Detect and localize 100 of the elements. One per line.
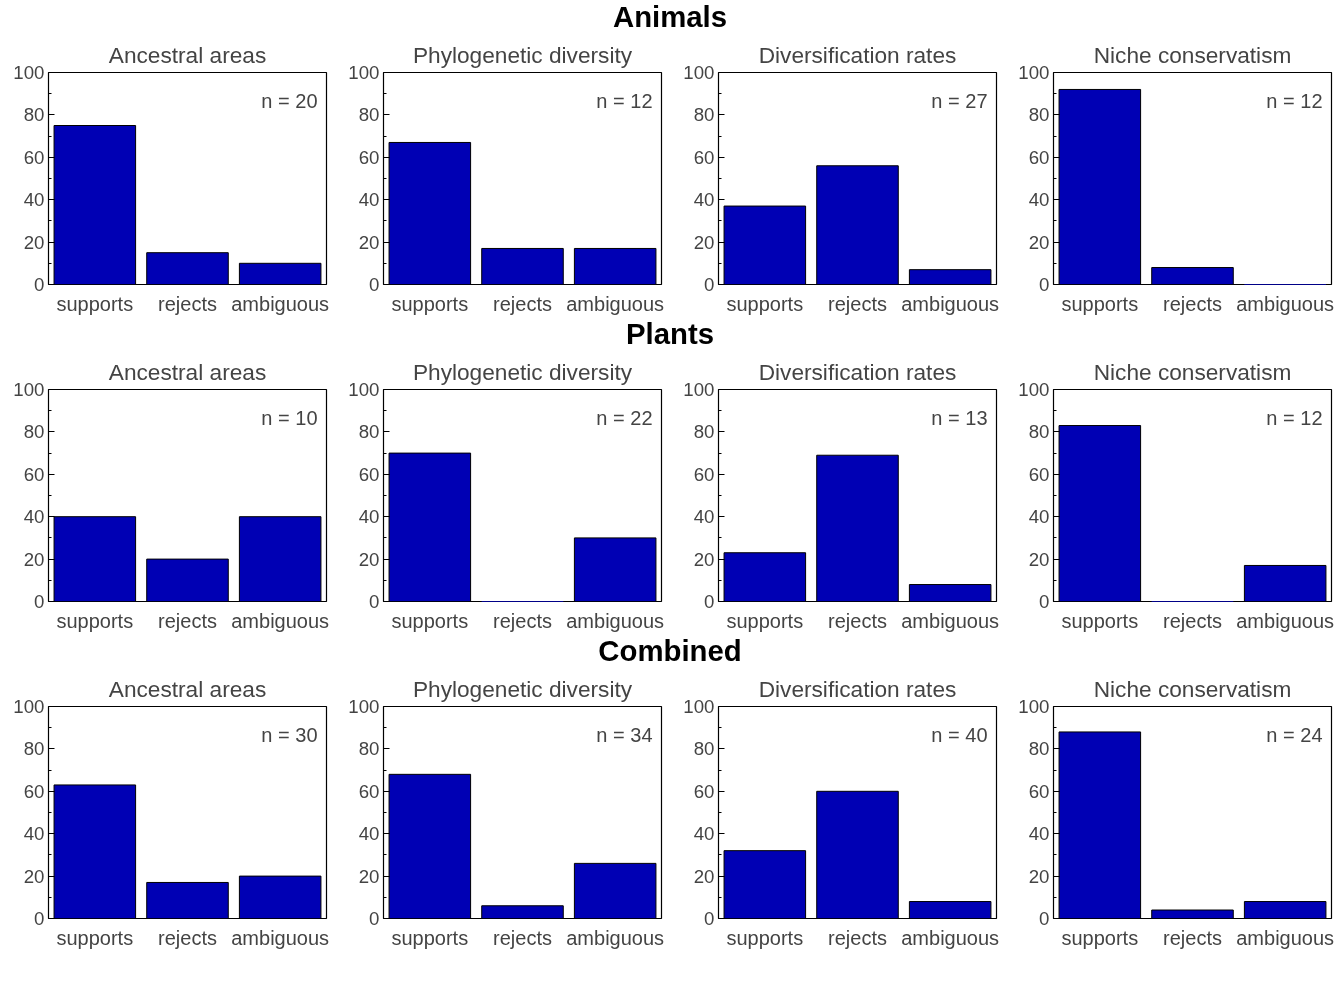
x-tick-label: supports bbox=[391, 292, 469, 315]
x-tick-label: supports bbox=[56, 926, 134, 949]
x-tick-label: ambiguous bbox=[1236, 609, 1335, 632]
y-tick-label: 100 bbox=[683, 696, 715, 717]
y-tick-label: 100 bbox=[348, 379, 380, 400]
x-tick-label: rejects bbox=[158, 609, 217, 632]
bar bbox=[146, 881, 229, 919]
annotation: n = 20 bbox=[261, 89, 318, 112]
bar bbox=[816, 790, 899, 919]
y-tick-label: 100 bbox=[13, 379, 45, 400]
y-tick-label: 80 bbox=[693, 104, 715, 126]
annotation: n = 34 bbox=[596, 723, 653, 746]
x-tick-label: rejects bbox=[493, 292, 552, 315]
y-tick-label: 40 bbox=[1028, 189, 1050, 211]
x-tick-label: supports bbox=[391, 926, 469, 949]
y-tick-label: 20 bbox=[23, 548, 45, 570]
y-tick-label: 80 bbox=[23, 738, 45, 760]
chart-subtitle: Plants bbox=[625, 317, 715, 351]
chart-title: Ancestral areas bbox=[108, 358, 267, 385]
y-tick-label: 100 bbox=[683, 379, 715, 400]
y-tick-label: 40 bbox=[358, 823, 380, 845]
y-tick-label: 0 bbox=[369, 908, 380, 929]
chart-title: Niche conservatism bbox=[1093, 675, 1292, 702]
x-tick-label: ambiguous bbox=[566, 609, 665, 632]
y-tick-label: 40 bbox=[358, 506, 380, 528]
y-tick-label: 80 bbox=[23, 104, 45, 126]
chart-title: Phylogenetic diversity bbox=[412, 41, 633, 68]
y-tick-label: 20 bbox=[693, 548, 715, 570]
annotation: n = 12 bbox=[1266, 406, 1323, 429]
annotation: n = 24 bbox=[1266, 723, 1323, 746]
bar bbox=[908, 584, 992, 602]
y-tick-label: 20 bbox=[693, 865, 715, 887]
y-tick-label: 60 bbox=[358, 780, 380, 802]
y-tick-label: 40 bbox=[23, 506, 45, 528]
x-tick-label: rejects bbox=[828, 609, 887, 632]
x-tick-label: supports bbox=[1061, 292, 1139, 315]
y-tick-label: 80 bbox=[358, 738, 380, 760]
chart-title: Phylogenetic diversity bbox=[412, 358, 633, 385]
bar bbox=[146, 252, 229, 285]
bar bbox=[816, 454, 899, 602]
y-tick-label: 20 bbox=[23, 231, 45, 253]
x-tick-label: ambiguous bbox=[901, 292, 1000, 315]
x-tick-label: ambiguous bbox=[1236, 926, 1335, 949]
y-tick-label: 40 bbox=[358, 189, 380, 211]
y-tick-label: 40 bbox=[1028, 823, 1050, 845]
y-tick-label: 100 bbox=[348, 696, 380, 717]
chart-title: Diversification rates bbox=[758, 675, 957, 702]
y-tick-label: 60 bbox=[693, 146, 715, 168]
x-tick-label: ambiguous bbox=[566, 292, 665, 315]
y-tick-label: 20 bbox=[1028, 548, 1050, 570]
y-tick-label: 100 bbox=[1018, 696, 1050, 717]
annotation: n = 27 bbox=[931, 89, 988, 112]
y-tick-label: 20 bbox=[358, 548, 380, 570]
bar bbox=[908, 269, 992, 285]
x-tick-label: rejects bbox=[1163, 292, 1222, 315]
x-tick-label: supports bbox=[391, 609, 469, 632]
chart-title: Diversification rates bbox=[758, 41, 957, 68]
y-tick-label: 0 bbox=[34, 908, 45, 929]
chart-title: Diversification rates bbox=[758, 358, 957, 385]
y-tick-label: 20 bbox=[1028, 865, 1050, 887]
y-tick-label: 0 bbox=[704, 591, 715, 612]
chart-subtitle: Animals bbox=[611, 0, 729, 34]
y-tick-label: 40 bbox=[693, 823, 715, 845]
x-tick-label: ambiguous bbox=[566, 926, 665, 949]
y-tick-label: 80 bbox=[358, 104, 380, 126]
y-tick-label: 0 bbox=[704, 274, 715, 295]
y-tick-label: 60 bbox=[693, 780, 715, 802]
y-tick-label: 60 bbox=[1028, 780, 1050, 802]
bar bbox=[238, 875, 322, 919]
x-tick-label: ambiguous bbox=[901, 926, 1000, 949]
y-tick-label: 0 bbox=[34, 591, 45, 612]
x-tick-label: ambiguous bbox=[231, 609, 330, 632]
y-tick-label: 100 bbox=[1018, 379, 1050, 400]
y-tick-label: 0 bbox=[369, 274, 380, 295]
y-tick-label: 20 bbox=[358, 231, 380, 253]
y-tick-label: 100 bbox=[348, 62, 380, 83]
y-tick-label: 80 bbox=[1028, 104, 1050, 126]
bar bbox=[573, 862, 657, 919]
y-tick-label: 0 bbox=[369, 591, 380, 612]
chart-subtitle: Combined bbox=[597, 634, 743, 668]
bar bbox=[1243, 901, 1327, 919]
annotation: n = 12 bbox=[1266, 89, 1323, 112]
x-tick-label: rejects bbox=[828, 292, 887, 315]
bar bbox=[908, 901, 992, 919]
x-tick-label: supports bbox=[56, 292, 134, 315]
x-tick-label: rejects bbox=[1163, 609, 1222, 632]
annotation: n = 13 bbox=[931, 406, 988, 429]
y-tick-label: 100 bbox=[13, 62, 45, 83]
y-tick-label: 0 bbox=[1039, 908, 1050, 929]
x-tick-label: supports bbox=[56, 609, 134, 632]
x-tick-label: ambiguous bbox=[1236, 292, 1335, 315]
y-tick-label: 60 bbox=[23, 780, 45, 802]
bar bbox=[1151, 909, 1234, 919]
y-tick-label: 80 bbox=[693, 421, 715, 443]
y-tick-label: 60 bbox=[23, 146, 45, 168]
chart-title: Ancestral areas bbox=[108, 41, 267, 68]
x-tick-label: rejects bbox=[828, 926, 887, 949]
y-tick-label: 60 bbox=[23, 463, 45, 485]
annotation: n = 30 bbox=[261, 723, 318, 746]
y-tick-label: 80 bbox=[1028, 738, 1050, 760]
